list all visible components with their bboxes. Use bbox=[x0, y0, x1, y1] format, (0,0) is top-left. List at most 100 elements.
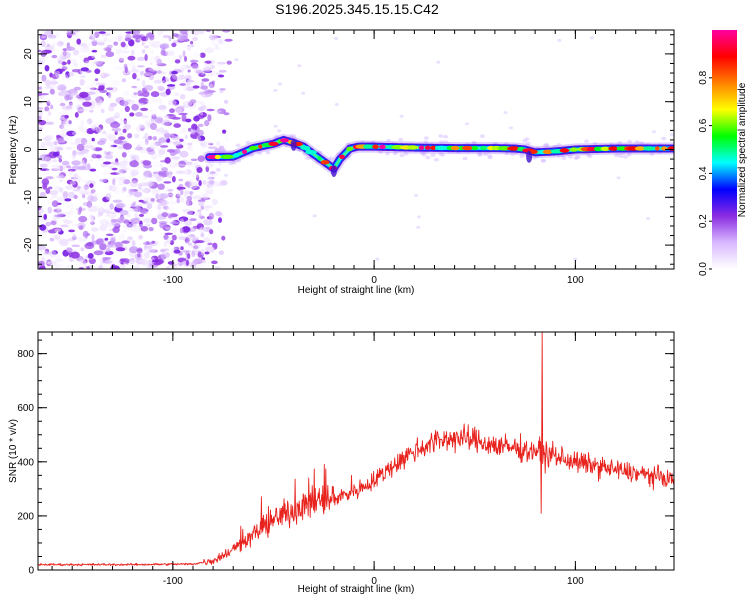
noise-speck bbox=[184, 190, 191, 195]
noise-speck bbox=[74, 172, 78, 177]
colorbar-gradient bbox=[712, 30, 737, 269]
noise-speck bbox=[52, 164, 60, 168]
noise-speck bbox=[118, 130, 123, 136]
noise-speck bbox=[63, 220, 73, 225]
noise-speck bbox=[103, 73, 110, 77]
noise-speck bbox=[78, 97, 83, 101]
noise-speck bbox=[98, 264, 103, 269]
noise-speck bbox=[183, 84, 189, 92]
noise-speck bbox=[164, 248, 170, 252]
ridge-haze bbox=[592, 141, 598, 146]
noise-speck bbox=[197, 155, 205, 162]
noise-speck bbox=[72, 233, 76, 238]
noise-speck bbox=[205, 246, 215, 253]
x-tick-label: 0 bbox=[371, 576, 377, 587]
noise-speck bbox=[218, 250, 225, 255]
noise-speck bbox=[191, 250, 196, 258]
noise-speck bbox=[87, 118, 93, 125]
noise-speck bbox=[78, 225, 84, 231]
noise-speck bbox=[51, 168, 60, 172]
noise-speck bbox=[199, 112, 207, 118]
noise-speck bbox=[139, 147, 149, 154]
noise-speck bbox=[218, 69, 227, 73]
noise-speck bbox=[144, 132, 149, 140]
noise-speck bbox=[166, 171, 172, 178]
noise-speck bbox=[51, 250, 58, 255]
noise-speck bbox=[91, 137, 95, 142]
noise-speck bbox=[151, 259, 160, 263]
noise-speck bbox=[145, 260, 151, 268]
colorbar-tick-label: 0.0 bbox=[698, 262, 709, 276]
ridge-haze bbox=[398, 137, 404, 142]
noise-speck bbox=[112, 176, 123, 181]
noise-speck bbox=[147, 122, 151, 128]
noise-speck bbox=[110, 237, 116, 244]
noise-speck bbox=[189, 218, 197, 222]
noise-speck bbox=[38, 66, 43, 70]
ridge-hotspot bbox=[346, 146, 353, 152]
noise-speck bbox=[118, 169, 128, 175]
noise-speck bbox=[186, 145, 192, 149]
ridge-hotspot bbox=[406, 145, 419, 150]
noise-speck bbox=[200, 142, 205, 145]
ridge-haze bbox=[462, 156, 468, 161]
noise-speck bbox=[126, 99, 136, 105]
noise-speck bbox=[140, 197, 150, 201]
noise-speck bbox=[190, 59, 199, 63]
noise-speck bbox=[180, 197, 184, 203]
noise-speck bbox=[59, 124, 65, 129]
noise-speck bbox=[45, 221, 52, 227]
ridge-hotspot bbox=[655, 146, 660, 151]
noise-speck bbox=[213, 180, 220, 187]
noise-speck bbox=[124, 37, 132, 42]
noise-speck bbox=[199, 102, 206, 105]
noise-speck bbox=[121, 240, 130, 244]
noise-speck bbox=[56, 206, 61, 212]
ridge-hotspot bbox=[559, 148, 570, 153]
noise-speck bbox=[84, 60, 92, 68]
noise-speck bbox=[160, 252, 167, 260]
noise-speck bbox=[74, 138, 81, 146]
noise-speck bbox=[204, 119, 210, 127]
noise-speck bbox=[200, 85, 208, 90]
noise-speck bbox=[80, 119, 85, 127]
noise-speck bbox=[52, 151, 59, 157]
noise-speck bbox=[53, 167, 61, 171]
noise-speck bbox=[91, 125, 98, 131]
noise-speck bbox=[63, 128, 70, 132]
ridge-hotspot bbox=[430, 145, 437, 150]
noise-speck bbox=[89, 216, 95, 224]
noise-speck bbox=[99, 89, 108, 93]
noise-speck bbox=[651, 130, 656, 134]
noise-speck bbox=[207, 184, 214, 188]
noise-speck bbox=[144, 251, 150, 259]
ridge-smear bbox=[330, 165, 337, 177]
noise-speck bbox=[133, 207, 143, 213]
noise-speck bbox=[197, 209, 202, 213]
noise-speck bbox=[57, 230, 64, 235]
noise-speck bbox=[184, 168, 191, 176]
noise-speck bbox=[180, 128, 188, 133]
noise-speck bbox=[83, 108, 93, 112]
noise-speck bbox=[115, 202, 126, 209]
ridge-haze bbox=[235, 143, 241, 148]
noise-speck bbox=[73, 63, 79, 67]
noise-speck bbox=[93, 60, 103, 65]
noise-speck bbox=[137, 65, 145, 68]
ridge-haze bbox=[627, 139, 633, 144]
noise-speck bbox=[184, 134, 188, 139]
noise-speck bbox=[198, 193, 208, 197]
noise-speck bbox=[156, 175, 164, 182]
noise-speck bbox=[76, 38, 81, 45]
noise-speck bbox=[151, 161, 160, 168]
noise-speck bbox=[218, 217, 222, 223]
noise-speck bbox=[198, 72, 206, 78]
noise-speck bbox=[203, 236, 210, 243]
colorbar-ticks: 0.0 0.2 0.4 0.6 0.8 bbox=[698, 70, 712, 276]
noise-speck bbox=[150, 122, 157, 130]
noise-speck bbox=[158, 98, 163, 104]
noise-speck bbox=[216, 108, 227, 114]
noise-speck bbox=[123, 222, 131, 230]
